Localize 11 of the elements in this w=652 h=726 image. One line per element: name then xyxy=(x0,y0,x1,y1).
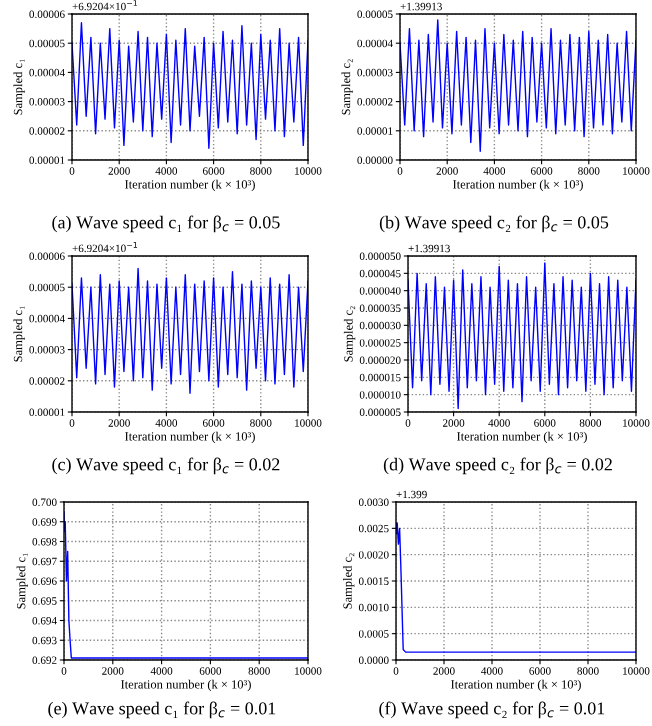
line-series xyxy=(400,19,636,152)
line-series xyxy=(72,267,308,394)
text: (b) Wave speed c₂ for β$_{c}$ = 0.05 xyxy=(379,215,609,233)
line-series xyxy=(396,522,636,653)
text: (f) Wave speed c₂ for β$_{c}$ = 0.01 xyxy=(379,701,605,719)
text: (c) Wave speed c₁ for β$_{c}$ = 0.02 xyxy=(52,457,280,475)
text: (a) Wave speed c₁ for β$_{c}$ = 0.05 xyxy=(52,215,280,233)
line-series xyxy=(408,262,636,410)
text: (e) Wave speed c₁ for β$_{c}$ = 0.01 xyxy=(48,701,276,719)
line-series xyxy=(72,22,308,150)
text: (d) Wave speed c₂ for β$_{c}$ = 0.02 xyxy=(383,457,612,475)
